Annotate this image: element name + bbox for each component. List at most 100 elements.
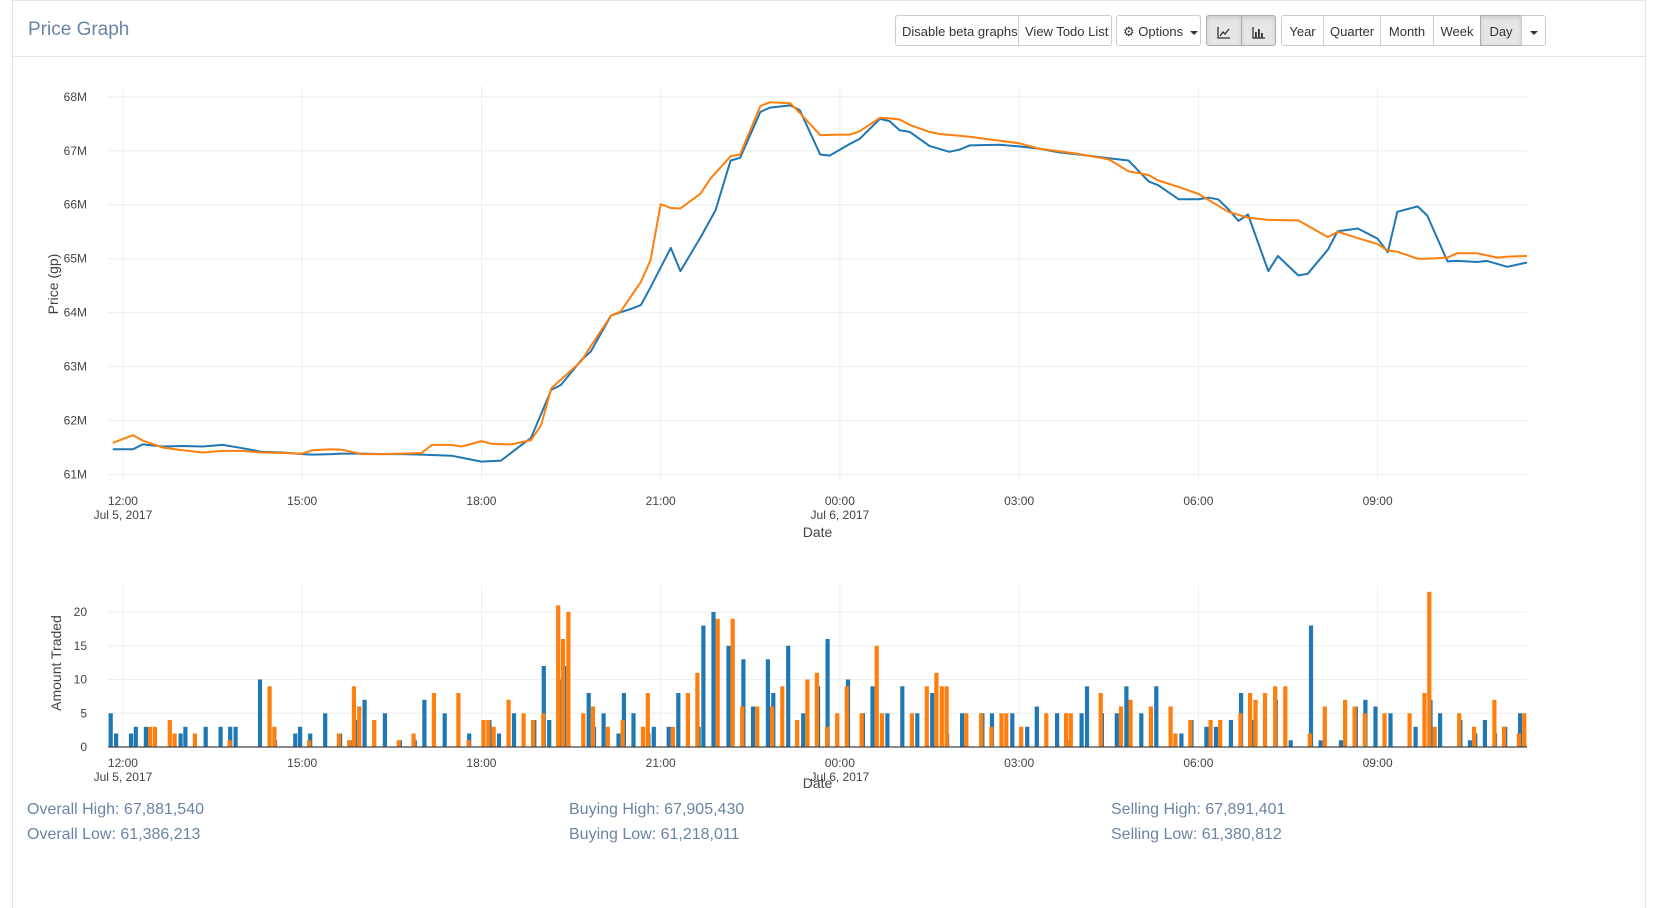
range-month-button[interactable]: Month xyxy=(1380,15,1434,46)
price-y-tick-label: 62M xyxy=(64,414,87,428)
price-x-tick-label: 12:00 xyxy=(108,494,138,508)
selling-volume-bar xyxy=(1168,706,1173,747)
selling-volume-bar xyxy=(152,726,157,748)
buying-volume-bar xyxy=(825,639,830,747)
buying-volume-bar xyxy=(1124,686,1129,748)
buying-volume-bar xyxy=(750,706,756,747)
volume-y-tick-label: 10 xyxy=(74,673,88,687)
buying-volume-bar xyxy=(711,612,716,747)
buying-volume-bar xyxy=(442,713,447,748)
selling-volume-bar xyxy=(924,686,929,748)
line-chart-toggle[interactable] xyxy=(1206,15,1242,46)
buying-volume-bar xyxy=(547,720,552,747)
gear-icon: ⚙ xyxy=(1123,24,1135,39)
selling-volume-bar xyxy=(730,618,735,748)
selling-volume-bar xyxy=(1044,713,1049,748)
selling-volume-bar xyxy=(1407,713,1412,748)
selling-volume-bar xyxy=(1522,713,1527,748)
selling-volume-bar xyxy=(1004,713,1009,748)
price-x-tick-sublabel: Jul 5, 2017 xyxy=(94,508,153,522)
selling-volume-bar xyxy=(347,740,352,748)
selling-volume-bar xyxy=(1472,726,1477,748)
buying-volume-bar xyxy=(960,713,965,748)
selling-volume-bar xyxy=(964,713,969,748)
bar-chart-toggle[interactable] xyxy=(1241,15,1276,46)
caret-down-icon xyxy=(1529,30,1538,35)
selling-volume-bar xyxy=(1422,693,1427,747)
disable-beta-graphs-button[interactable]: Disable beta graphs xyxy=(895,15,1019,46)
selling-volume-bar xyxy=(506,699,511,748)
buying-volume-bar xyxy=(1288,740,1293,748)
selling-volume-bar xyxy=(1188,720,1193,747)
volume-x-tick-label: 21:00 xyxy=(646,756,676,770)
selling-volume-bar xyxy=(1218,720,1223,747)
selling-volume-bar xyxy=(566,612,571,747)
price-y-tick-label: 65M xyxy=(64,252,87,266)
options-label: Options xyxy=(1138,24,1184,39)
selling-volume-bar xyxy=(521,713,526,748)
buying-volume-bar xyxy=(362,699,367,748)
range-week-button[interactable]: Week xyxy=(1433,15,1481,46)
selling-volume-bar xyxy=(1118,706,1124,747)
selling-volume-bar xyxy=(148,726,153,748)
selling-volume-bar xyxy=(715,618,720,748)
volume-x-tick-sublabel: Jul 5, 2017 xyxy=(94,770,153,784)
selling-volume-bar xyxy=(481,720,486,747)
buying-volume-bar xyxy=(1154,686,1159,748)
buying-volume-bar xyxy=(323,713,328,748)
volume-x-tick-label: 09:00 xyxy=(1363,756,1393,770)
selling-volume-bar xyxy=(1208,720,1213,747)
selling-volume-bar xyxy=(1098,693,1103,747)
buying-volume-bar xyxy=(1179,733,1184,747)
price-x-tick-label: 21:00 xyxy=(646,494,676,508)
buying-volume-bar xyxy=(178,733,183,747)
selling-volume-bar xyxy=(466,740,471,748)
selling-volume-bar xyxy=(1283,686,1288,748)
selling-volume-bar xyxy=(1322,706,1327,747)
volume-y-axis-title: Amount Traded xyxy=(48,615,64,711)
price-x-tick-label: 00:00 xyxy=(825,494,855,508)
selling-volume-bar xyxy=(1343,699,1348,748)
panel-heading: Price Graph Disable beta graphs View Tod… xyxy=(13,1,1645,57)
buying-volume-bar xyxy=(228,726,233,748)
buying-volume-bar xyxy=(1388,713,1393,748)
buying-high: Buying High: 67,905,430 xyxy=(569,801,745,818)
selling-volume-bar xyxy=(944,686,949,748)
selling-volume-bar xyxy=(1432,726,1437,748)
selling-volume-bar xyxy=(1262,693,1268,747)
buying-volume-bar xyxy=(1010,713,1015,748)
buying-volume-bar xyxy=(586,693,591,747)
buying-volume-bar xyxy=(900,686,905,748)
price-y-tick-label: 61M xyxy=(64,468,87,482)
selling-volume-bar xyxy=(670,726,675,748)
selling-volume-bar xyxy=(640,726,646,748)
selling-volume-bar xyxy=(560,639,566,747)
selling-volume-bar xyxy=(934,672,939,748)
buying-volume-bar xyxy=(1518,713,1523,748)
selling-volume-bar xyxy=(1128,699,1133,748)
buying-volume-bar xyxy=(1213,726,1219,748)
buying-volume-bar xyxy=(218,726,223,748)
options-button[interactable]: ⚙ Options xyxy=(1116,15,1201,46)
buying-volume-bar xyxy=(930,693,935,747)
price-y-tick-label: 67M xyxy=(64,144,87,158)
range-dropdown-button[interactable] xyxy=(1521,15,1546,46)
selling-price-line xyxy=(112,101,1528,456)
buying-price-line xyxy=(112,104,1528,463)
selling-volume-bar xyxy=(825,726,830,748)
selling-volume-bar xyxy=(351,686,356,748)
selling-volume-bar xyxy=(874,645,879,748)
buying-volume-bar xyxy=(1079,713,1084,748)
buying-volume-bar xyxy=(741,659,746,748)
buying-volume-bar xyxy=(1025,726,1030,748)
selling-volume-bar xyxy=(167,720,172,747)
selling-volume-bar xyxy=(431,693,436,747)
price-x-axis-title: Date xyxy=(803,524,833,540)
buying-volume-bar xyxy=(108,713,113,748)
buying-volume-bar xyxy=(601,713,606,748)
price-y-tick-label: 68M xyxy=(64,90,87,104)
view-todo-list-button[interactable]: View Todo List xyxy=(1018,15,1112,46)
buying-volume-bar xyxy=(631,713,636,748)
selling-volume-bar xyxy=(1273,686,1278,748)
overall-low: Overall Low: 61,386,213 xyxy=(27,826,201,843)
